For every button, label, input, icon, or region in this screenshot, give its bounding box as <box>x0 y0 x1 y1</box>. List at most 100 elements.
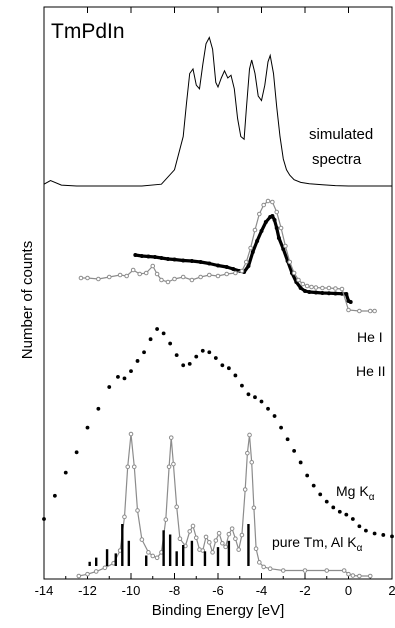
data-point <box>390 534 394 539</box>
data-point <box>213 538 219 543</box>
data-point <box>215 273 221 279</box>
data-point <box>122 376 127 381</box>
data-point <box>85 571 90 577</box>
data-point <box>236 547 241 552</box>
chart-title: TmPdIn <box>51 20 125 43</box>
data-point <box>274 226 279 230</box>
data-point <box>172 276 177 282</box>
data-point <box>226 366 231 371</box>
label-he-i: He I <box>357 329 383 345</box>
data-point <box>296 277 301 283</box>
data-point <box>148 337 153 342</box>
data-point <box>154 555 160 561</box>
x-tick-label: 2 <box>388 583 395 598</box>
data-point <box>52 493 57 498</box>
data-point <box>150 553 156 559</box>
data-point <box>107 385 112 389</box>
data-point <box>216 530 222 536</box>
x-tick-label: -2 <box>299 583 311 598</box>
label-he-ii: He II <box>356 363 386 379</box>
series-line <box>43 36 392 187</box>
data-point <box>285 437 290 442</box>
data-point <box>125 464 131 470</box>
data-point <box>357 524 362 529</box>
data-point <box>177 536 183 541</box>
data-point <box>210 550 215 555</box>
data-point <box>240 383 244 388</box>
data-point <box>331 505 336 510</box>
data-point <box>168 341 173 346</box>
x-axis-label: Binding Energy [eV] <box>152 602 285 619</box>
data-point <box>187 529 193 534</box>
data-point <box>224 271 229 277</box>
data-point <box>251 505 257 511</box>
data-point <box>242 487 248 492</box>
data-point <box>207 272 212 278</box>
data-point <box>350 573 356 578</box>
data-point <box>246 392 251 397</box>
data-point <box>253 546 259 552</box>
data-point <box>243 259 249 265</box>
data-point <box>324 568 330 573</box>
data-point <box>247 432 252 438</box>
data-point <box>304 283 310 289</box>
data-point <box>203 534 209 540</box>
data-point <box>239 268 245 274</box>
data-point <box>272 414 277 418</box>
data-point <box>223 544 228 550</box>
data-point <box>253 395 257 400</box>
data-point <box>307 290 312 294</box>
data-point <box>266 406 270 411</box>
data-point <box>231 267 236 271</box>
data-point <box>146 254 151 259</box>
data-point <box>78 275 84 281</box>
data-point <box>74 450 79 455</box>
data-point <box>181 363 186 368</box>
data-point <box>63 470 68 475</box>
data-point <box>357 308 362 314</box>
data-point <box>135 359 140 363</box>
data-point <box>344 512 349 517</box>
data-point <box>233 373 238 378</box>
series-5 <box>88 524 250 566</box>
data-point <box>159 256 164 260</box>
data-point <box>259 229 264 233</box>
x-tick-label: -14 <box>35 583 54 598</box>
data-point <box>146 550 151 555</box>
data-point <box>194 354 199 359</box>
data-point <box>93 569 99 574</box>
data-point <box>311 483 316 488</box>
data-point <box>305 473 310 478</box>
data-point <box>220 363 225 368</box>
data-point <box>128 431 134 437</box>
data-point <box>152 255 157 259</box>
x-tick-label: -8 <box>169 583 181 598</box>
data-point <box>207 540 212 545</box>
x-tick-label: 0 <box>345 583 352 598</box>
data-point <box>216 263 220 268</box>
data-point <box>163 517 169 522</box>
data-point <box>261 202 266 208</box>
data-point <box>150 263 156 269</box>
data-point <box>166 464 172 470</box>
data-point <box>302 568 308 573</box>
data-point <box>207 261 212 266</box>
data-point <box>143 270 149 276</box>
data-point <box>333 291 338 296</box>
data-point <box>198 274 203 280</box>
data-point <box>76 573 82 579</box>
data-point <box>367 308 373 314</box>
data-point <box>213 356 218 360</box>
data-point <box>309 284 314 290</box>
data-point <box>280 568 286 573</box>
data-point <box>283 243 288 249</box>
data-point <box>226 531 232 537</box>
series-4 <box>76 431 373 579</box>
data-point <box>245 450 250 456</box>
data-point <box>159 277 164 283</box>
data-point <box>133 253 138 257</box>
label-pure-tm-al-ka: pure Tm, Al Kα <box>272 534 363 554</box>
data-point <box>278 225 284 231</box>
data-point <box>324 499 329 504</box>
data-point <box>259 399 264 404</box>
